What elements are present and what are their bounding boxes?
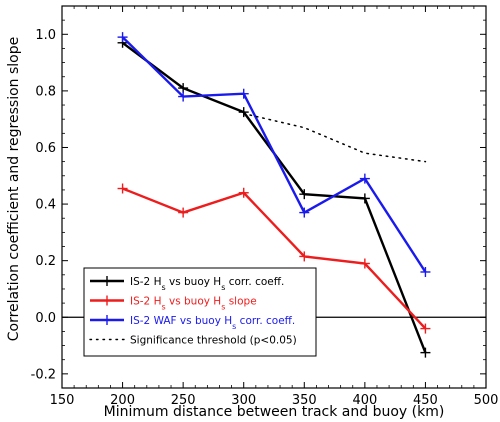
data-point: [238, 88, 249, 99]
x-axis-label: Minimum distance between track and buoy …: [104, 404, 445, 420]
series-3: [242, 112, 427, 163]
x-tick-label: 350: [292, 393, 317, 408]
x-tick-label: 300: [231, 393, 256, 408]
legend-label: Significance threshold (p<0.05): [130, 335, 297, 347]
plot-area: [61, 5, 487, 389]
y-tick-label: 0.2: [35, 254, 56, 269]
data-point: [359, 173, 370, 184]
plot-frame: [61, 5, 487, 389]
series-line: [122, 187, 427, 330]
x-tick-label: 200: [110, 393, 135, 408]
y-tick-label: 1.0: [35, 28, 56, 43]
data-point: [178, 91, 189, 102]
y-tick-label: -0.2: [31, 367, 56, 382]
data-point: [420, 323, 431, 334]
data-point: [420, 347, 431, 358]
data-point: [178, 83, 189, 94]
data-point: [178, 207, 189, 218]
series-2: [117, 32, 431, 277]
y-tick-label: 0.4: [35, 198, 56, 213]
y-axis-label: Correlation coefficient and regression s…: [6, 37, 22, 342]
x-tick-label: 150: [50, 393, 75, 408]
axis-tick-labels: 150 200 250 300 350 400 450 500 -0.2 0.0 0.2 0.4 0.6…: [31, 28, 499, 408]
data-point: [359, 193, 370, 204]
data-point: [299, 251, 310, 262]
series-line: [121, 36, 427, 273]
y-tick-label: 0.6: [35, 141, 56, 156]
y-tick-label: 0.0: [35, 311, 56, 326]
data-point: [238, 187, 249, 198]
data-point: [117, 32, 128, 43]
x-tick-label: 400: [352, 393, 377, 408]
data-point: [420, 266, 431, 277]
y-tick-label: 0.8: [35, 84, 56, 99]
x-tick-label: 250: [171, 393, 196, 408]
legend-label: IS-2 Hs vs buoy Hs slope: [130, 296, 257, 312]
series-line: [242, 112, 427, 163]
legend-box: [83, 267, 317, 357]
x-tick-label: 450: [413, 393, 438, 408]
data-point: [299, 189, 310, 200]
series-layer: [117, 32, 431, 358]
series-1: [117, 183, 431, 334]
legend-label: IS-2 WAF vs buoy Hs corr. coeff.: [130, 315, 295, 331]
legend: IS-2 Hs vs buoy Hs corr. coeff. IS-2 Hs v…: [83, 267, 317, 357]
legend-label: IS-2 Hs vs buoy Hs corr. coeff.: [130, 276, 284, 292]
data-point: [299, 207, 310, 218]
data-point: [117, 183, 128, 194]
data-point: [238, 107, 249, 118]
data-point: [359, 258, 370, 269]
x-tick-label: 500: [474, 393, 499, 408]
axis-ticks: [61, 5, 487, 389]
